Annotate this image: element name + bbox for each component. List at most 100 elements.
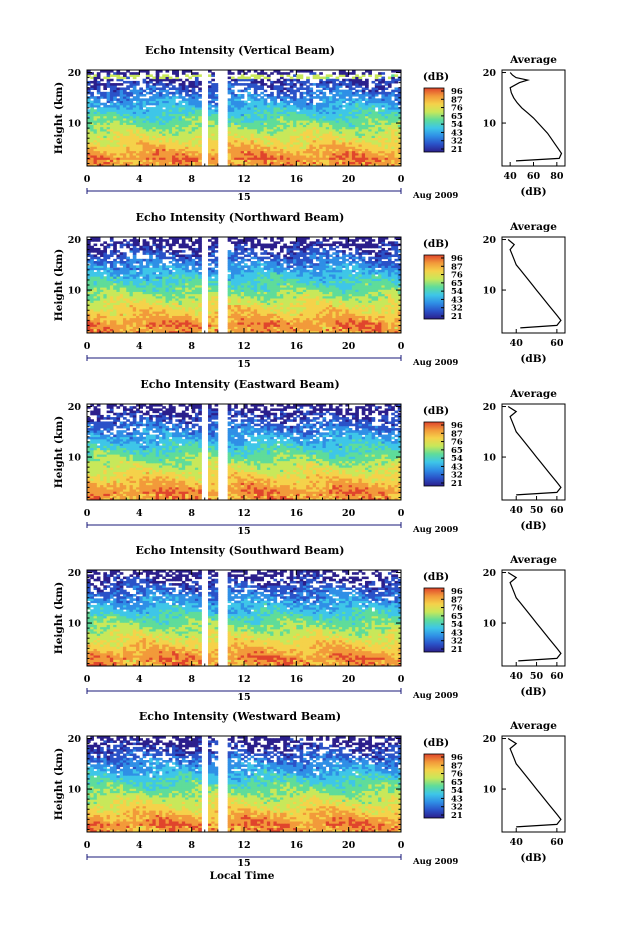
heatmap-cell <box>273 98 278 101</box>
heatmap-cell <box>211 111 215 115</box>
heatmap-cell <box>87 128 91 132</box>
heatmap-cell <box>90 137 94 141</box>
heatmap-cell <box>365 91 369 95</box>
heatmap-cell <box>351 302 356 306</box>
heatmap-cell <box>194 100 199 104</box>
heatmap-cell <box>322 124 327 128</box>
heatmap-cell <box>306 319 310 323</box>
heatmap-cell <box>279 87 284 91</box>
heatmap-cell <box>142 302 147 306</box>
heatmap-cell <box>309 135 314 139</box>
heatmap-cell <box>136 155 140 158</box>
heatmap-cell <box>106 319 111 323</box>
heatmap-cell <box>351 326 356 330</box>
heatmap-cell <box>240 118 245 121</box>
heatmap-cell <box>309 157 314 160</box>
heatmap-cell <box>227 328 232 332</box>
heatmap-cell <box>122 91 127 95</box>
heatmap-cell <box>322 91 327 95</box>
heatmap-cell <box>270 115 274 119</box>
heatmap-cell <box>338 137 343 141</box>
heatmap-cell <box>162 139 166 143</box>
heatmap-cell <box>149 107 153 110</box>
heatmap-cell <box>214 163 219 167</box>
heatmap-cell <box>348 139 353 143</box>
heatmap-cell <box>397 102 402 106</box>
heatmap-cell <box>214 309 219 312</box>
heatmap-cell <box>335 155 340 158</box>
heatmap-cell <box>129 157 134 160</box>
heatmap-cell <box>119 72 124 75</box>
heatmap-cell <box>283 309 287 312</box>
heatmap-cell <box>214 146 219 149</box>
heatmap-cell <box>335 78 340 82</box>
heatmap-cell <box>289 133 294 136</box>
heatmap-cell <box>263 98 268 101</box>
heatmap-cell <box>279 300 284 303</box>
heatmap-cell <box>374 135 379 139</box>
heatmap-cell <box>279 104 284 108</box>
heatmap-cell <box>158 315 163 319</box>
heatmap-cell <box>119 330 124 334</box>
heatmap-cell <box>325 315 330 319</box>
heatmap-cell <box>257 142 261 145</box>
heatmap-cell <box>194 115 199 119</box>
heatmap-cell <box>306 313 310 316</box>
panel-title: Echo Intensity (Northward Beam) <box>136 211 345 224</box>
heatmap-cell <box>116 91 121 95</box>
heatmap-cell <box>397 100 402 104</box>
heatmap-cell <box>244 324 248 327</box>
heatmap-cell <box>244 83 248 86</box>
heatmap-cell <box>306 89 310 93</box>
heatmap-cell <box>283 304 287 308</box>
heatmap-cell <box>136 83 140 86</box>
heatmap-cell <box>299 85 304 88</box>
heatmap-cell <box>162 319 166 323</box>
heatmap-cell <box>263 144 268 147</box>
heatmap-cell <box>129 85 134 88</box>
heatmap-cell <box>139 330 143 334</box>
heatmap-cell <box>188 98 193 101</box>
heatmap-cell <box>325 146 330 149</box>
heatmap-cell <box>96 131 101 134</box>
heatmap-cell <box>230 150 235 154</box>
heatmap-cell <box>194 102 199 106</box>
heatmap-cell <box>302 330 307 334</box>
heatmap-cell <box>116 76 121 80</box>
heatmap-cell <box>227 128 232 132</box>
heatmap-cell <box>188 102 193 106</box>
heatmap-cell <box>93 76 98 80</box>
heatmap-cell <box>338 159 343 163</box>
heatmap-cell <box>211 322 215 325</box>
heatmap-cell <box>299 330 304 334</box>
heatmap-cell <box>136 306 140 310</box>
heatmap-cell <box>227 161 232 165</box>
heatmap-cell <box>270 328 274 332</box>
heatmap-cell <box>136 139 140 143</box>
heatmap-cell <box>329 144 333 147</box>
heatmap-cell <box>155 104 160 108</box>
heatmap-cell <box>342 70 346 73</box>
heatmap-cell <box>96 144 101 147</box>
heatmap-cell <box>96 128 101 132</box>
heatmap-cell <box>309 313 314 316</box>
heatmap-cell <box>162 163 166 167</box>
heatmap-cell <box>302 137 307 141</box>
heatmap-cell <box>194 163 199 167</box>
heatmap-cell <box>149 109 153 112</box>
heatmap-cell <box>126 159 130 163</box>
heatmap-cell <box>312 328 317 332</box>
heatmap-cell <box>198 304 202 308</box>
heatmap-cell <box>142 115 147 119</box>
heatmap-cell <box>273 142 278 145</box>
heatmap-cell <box>342 146 346 149</box>
heatmap-cell <box>181 311 186 314</box>
heatmap-cell <box>103 87 108 91</box>
heatmap-cell <box>100 159 104 163</box>
heatmap-cell <box>149 126 153 130</box>
heatmap-cell <box>250 74 255 77</box>
heatmap-cell <box>234 163 238 167</box>
heatmap-cell <box>361 150 366 154</box>
heatmap-cell <box>309 91 314 95</box>
heatmap-cell <box>119 328 124 332</box>
